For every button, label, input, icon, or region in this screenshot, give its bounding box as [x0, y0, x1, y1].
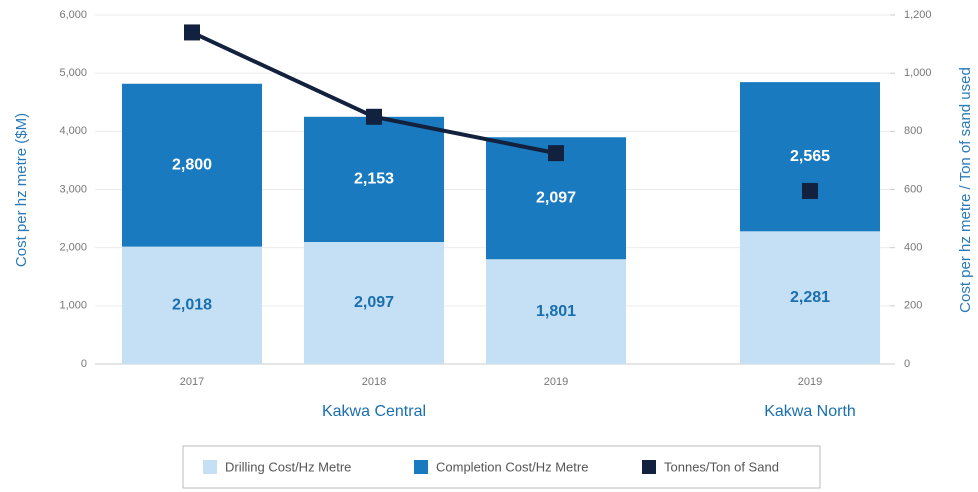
- data-label: 2,281: [790, 289, 830, 306]
- line-marker: [184, 24, 200, 41]
- bar-segment: [304, 242, 444, 364]
- data-label: 2,097: [536, 189, 576, 206]
- bar-segment: [122, 246, 262, 364]
- legend-label: Tonnes/Ton of Sand: [664, 459, 779, 474]
- y-tick-label: 5,000: [59, 67, 87, 79]
- y2-tick-label: 800: [904, 125, 922, 137]
- line-marker: [366, 108, 382, 125]
- data-label: 2,565: [790, 148, 830, 165]
- legend-swatch: [414, 460, 428, 474]
- data-label: 1,801: [536, 303, 576, 320]
- legend-label: Drilling Cost/Hz Metre: [225, 459, 351, 474]
- bar-segment: [740, 82, 880, 232]
- bar-segment: [122, 83, 262, 247]
- line-marker: [548, 145, 564, 162]
- line-marker: [802, 182, 818, 199]
- group-label: Kakwa Central: [322, 403, 426, 420]
- bar-segment: [304, 116, 444, 243]
- x-tick-label: 2019: [544, 376, 568, 388]
- y2-tick-label: 1,200: [904, 9, 932, 21]
- y-tick-label: 0: [81, 358, 87, 370]
- y2-tick-label: 200: [904, 300, 922, 312]
- y2-tick-label: 1,000: [904, 67, 932, 79]
- legend-box: [182, 445, 821, 489]
- x-tick-label: 2017: [180, 376, 204, 388]
- group-label: Kakwa North: [764, 403, 856, 420]
- legend-label: Completion Cost/Hz Metre: [436, 459, 588, 474]
- y-tick-label: 4,000: [59, 125, 87, 137]
- y2-tick-label: 600: [904, 183, 922, 195]
- data-label: 2,800: [172, 156, 212, 173]
- y-axis-label: Cost per hz metre ($M): [13, 113, 30, 267]
- data-label: 2,018: [172, 297, 212, 314]
- y-tick-label: 6,000: [59, 9, 87, 21]
- y-tick-label: 1,000: [59, 300, 87, 312]
- data-label: 2,097: [354, 294, 394, 311]
- y-tick-label: 2,000: [59, 242, 87, 254]
- y2-tick-label: 0: [904, 358, 910, 370]
- y-tick-label: 3,000: [59, 183, 87, 195]
- data-label: 2,153: [354, 171, 394, 188]
- bar-segment: [740, 231, 880, 364]
- legend-swatch: [203, 460, 217, 474]
- legend-swatch: [642, 460, 656, 474]
- x-tick-label: 2019: [798, 376, 822, 388]
- bar-segment: [486, 259, 626, 364]
- y2-tick-label: 400: [904, 242, 922, 254]
- y2-axis-label: Cost per hz metre / Ton of sand used: [957, 67, 974, 313]
- x-tick-label: 2018: [362, 376, 386, 388]
